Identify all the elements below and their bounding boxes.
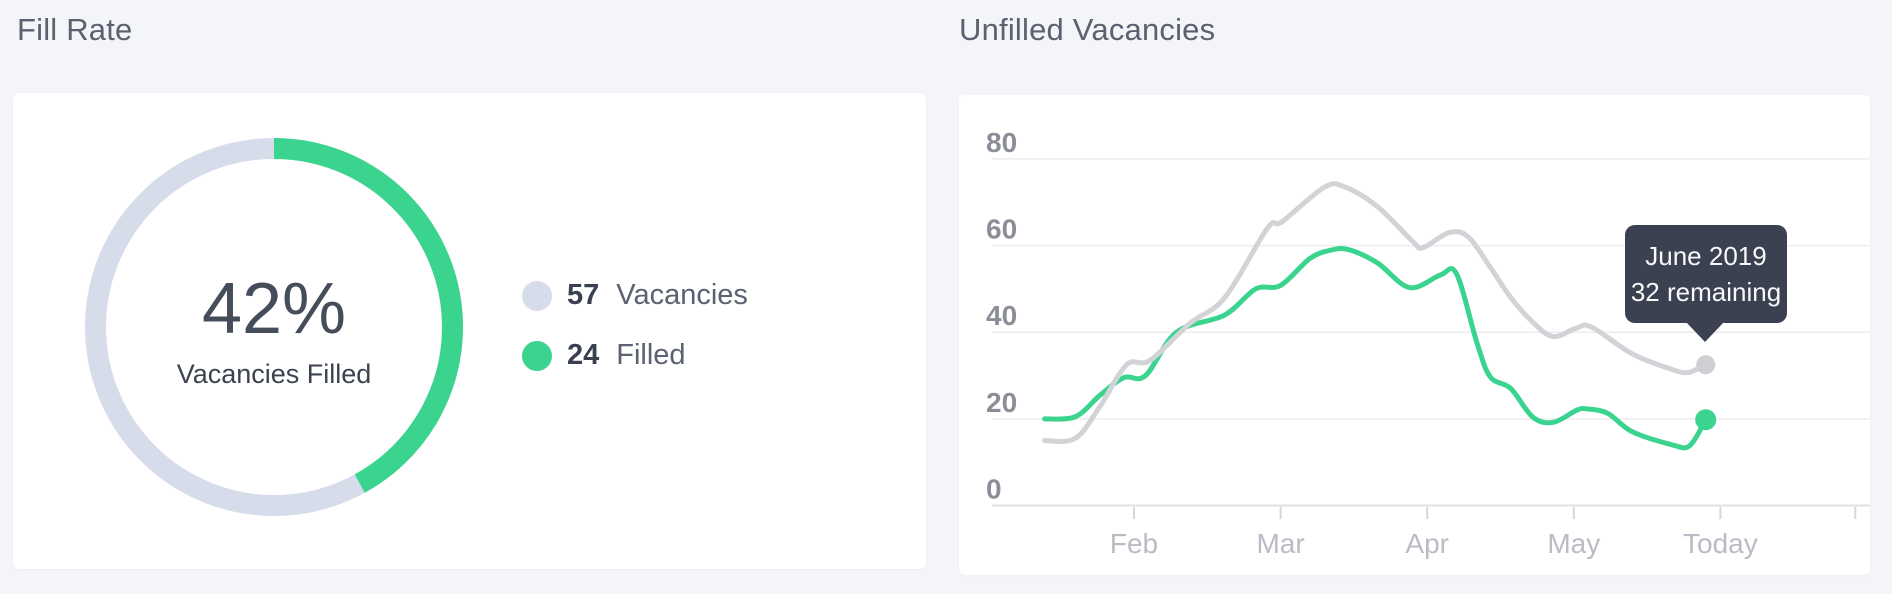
series-line-gray bbox=[1042, 181, 1709, 444]
unfilled-vacancies-line-chart[interactable]: 80 60 40 20 0 Feb Mar Apr May Today bbox=[959, 95, 1870, 575]
x-axis-label: Mar bbox=[1256, 528, 1304, 559]
filled-dot-icon bbox=[522, 340, 552, 371]
y-axis-label: 20 bbox=[986, 387, 1017, 418]
legend-item-vacancies[interactable]: 57 Vacancies bbox=[522, 279, 748, 312]
fill-rate-donut-chart[interactable] bbox=[64, 117, 484, 537]
vacancies-dot-icon bbox=[522, 280, 552, 311]
fill-rate-title: Fill Rate bbox=[17, 12, 133, 47]
x-axis-label: Today bbox=[1683, 528, 1758, 559]
filled-label: Filled bbox=[616, 339, 686, 371]
series-endpoint-dot-green[interactable] bbox=[1695, 409, 1717, 431]
unfilled-vacancies-card: 80 60 40 20 0 Feb Mar Apr May Today June 2019 32 … bbox=[959, 95, 1870, 575]
tooltip-pointer-icon bbox=[1686, 322, 1724, 342]
tooltip-date: June 2019 bbox=[1645, 241, 1767, 271]
y-axis-label: 40 bbox=[986, 300, 1017, 331]
y-axis-label: 80 bbox=[986, 127, 1017, 158]
tooltip-value: 32 remaining bbox=[1630, 277, 1782, 307]
filled-count: 24 bbox=[567, 339, 600, 371]
y-axis-label: 0 bbox=[986, 474, 1002, 505]
series-line-green bbox=[1042, 246, 1709, 451]
fill-rate-card: 42% Vacancies Filled 57 Vacancies 24 Fil… bbox=[13, 93, 926, 569]
x-axis-label: Feb bbox=[1110, 528, 1158, 559]
x-axis-label: May bbox=[1547, 528, 1600, 559]
series-endpoint-dot-gray[interactable] bbox=[1696, 355, 1716, 375]
unfilled-vacancies-title: Unfilled Vacancies bbox=[959, 12, 1216, 47]
donut-filled-arc[interactable] bbox=[85, 138, 463, 516]
fill-rate-legend: 57 Vacancies 24 Filled bbox=[522, 279, 748, 372]
vacancies-label: Vacancies bbox=[616, 279, 748, 311]
vacancies-count: 57 bbox=[567, 279, 600, 311]
x-axis-label: Apr bbox=[1405, 528, 1449, 559]
chart-tooltip: June 2019 32 remaining bbox=[1625, 225, 1787, 342]
legend-item-filled[interactable]: 24 Filled bbox=[522, 339, 748, 372]
y-axis-label: 60 bbox=[986, 214, 1017, 245]
